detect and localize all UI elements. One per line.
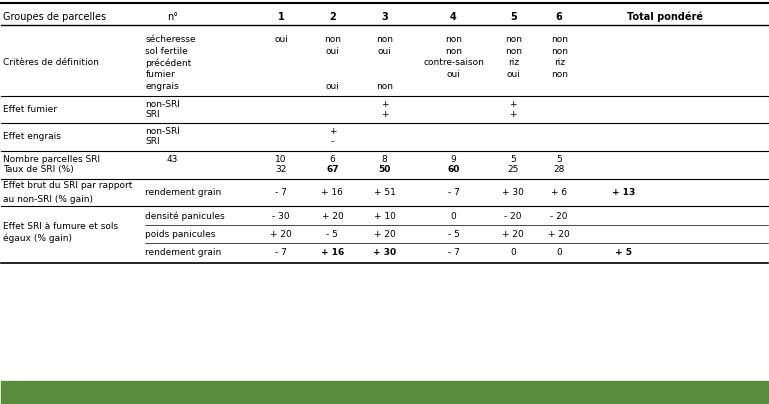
Text: Critères de définition: Critères de définition [3, 58, 98, 67]
Text: précédent: précédent [145, 58, 191, 67]
Text: densité panicules: densité panicules [145, 211, 225, 221]
Text: Effet engrais: Effet engrais [3, 132, 61, 141]
Text: 0: 0 [511, 248, 516, 257]
Text: non: non [504, 46, 521, 56]
Text: 0: 0 [451, 212, 456, 221]
Text: non-SRI: non-SRI [145, 127, 180, 136]
Text: + 16: + 16 [321, 248, 344, 257]
Text: non: non [445, 46, 462, 56]
Text: Effet fumier: Effet fumier [3, 105, 57, 114]
Text: SRI: SRI [145, 137, 160, 146]
Text: oui: oui [447, 70, 461, 79]
Text: +: + [510, 110, 517, 119]
Text: + 30: + 30 [373, 248, 396, 257]
Text: sol fertile: sol fertile [145, 46, 188, 56]
Text: 4: 4 [450, 12, 457, 22]
Text: poids panicules: poids panicules [145, 229, 216, 239]
Text: 9: 9 [451, 155, 456, 164]
Text: non: non [376, 82, 393, 90]
Text: non: non [551, 46, 568, 56]
Text: 3: 3 [381, 12, 388, 22]
Text: - 5: - 5 [327, 229, 338, 239]
Text: + 51: + 51 [374, 188, 395, 197]
Text: 2: 2 [329, 12, 336, 22]
Text: Effet SRI à fumure et sols: Effet SRI à fumure et sols [3, 222, 118, 231]
Text: oui: oui [274, 35, 288, 44]
Text: 43: 43 [167, 155, 178, 164]
Text: + 16: + 16 [321, 188, 343, 197]
Text: Total pondéré: Total pondéré [628, 11, 704, 22]
Text: 28: 28 [554, 165, 565, 174]
Text: riz: riz [508, 58, 519, 67]
Text: non: non [551, 70, 568, 79]
Text: 0: 0 [556, 248, 562, 257]
Text: 1: 1 [278, 12, 285, 22]
Text: - 30: - 30 [272, 212, 290, 221]
Text: Groupes de parcelles: Groupes de parcelles [3, 12, 106, 22]
Text: +: + [510, 100, 517, 109]
Text: - 20: - 20 [504, 212, 522, 221]
Text: Taux de SRI (%): Taux de SRI (%) [3, 165, 74, 174]
Text: non: non [324, 35, 341, 44]
Text: + 5: + 5 [615, 248, 632, 257]
Text: contre-saison: contre-saison [423, 58, 484, 67]
Text: non: non [504, 35, 521, 44]
Text: au non-SRI (% gain): au non-SRI (% gain) [3, 195, 93, 204]
Text: - 7: - 7 [275, 248, 287, 257]
Text: - 7: - 7 [275, 188, 287, 197]
Text: non: non [376, 35, 393, 44]
Text: + 20: + 20 [270, 229, 292, 239]
Text: + 30: + 30 [502, 188, 524, 197]
Text: n°: n° [167, 12, 178, 22]
Text: non-SRI: non-SRI [145, 100, 180, 109]
Text: - 7: - 7 [448, 248, 459, 257]
Text: Nombre parcelles SRI: Nombre parcelles SRI [3, 155, 100, 164]
Text: + 20: + 20 [502, 229, 524, 239]
Bar [2, 381, 767, 403]
Text: 8: 8 [381, 155, 388, 164]
Text: 50: 50 [378, 165, 391, 174]
Text: non: non [551, 35, 568, 44]
Text: oui: oui [506, 70, 520, 79]
Text: engrais: engrais [145, 82, 179, 90]
Text: sécheresse: sécheresse [145, 35, 196, 44]
Text: 60: 60 [448, 165, 460, 174]
Text: + 20: + 20 [321, 212, 343, 221]
Text: 32: 32 [275, 165, 287, 174]
Text: rendement grain: rendement grain [145, 248, 221, 257]
Text: 5: 5 [556, 155, 562, 164]
Text: +: + [328, 127, 336, 136]
Text: oui: oui [325, 46, 339, 56]
Text: égaux (% gain): égaux (% gain) [3, 234, 72, 243]
Text: 5: 5 [510, 12, 517, 22]
Text: SRI: SRI [145, 110, 160, 119]
Text: fumier: fumier [145, 70, 175, 79]
Text: riz: riz [554, 58, 564, 67]
Text: rendement grain: rendement grain [145, 188, 221, 197]
Text: 6: 6 [330, 155, 335, 164]
Text: + 13: + 13 [612, 188, 635, 197]
Text: 10: 10 [275, 155, 287, 164]
Text: 6: 6 [556, 12, 563, 22]
Text: - 20: - 20 [551, 212, 568, 221]
Text: 5: 5 [511, 155, 516, 164]
Text: non: non [445, 35, 462, 44]
Text: +: + [381, 100, 388, 109]
Text: + 6: + 6 [551, 188, 568, 197]
Text: 67: 67 [326, 165, 338, 174]
Text: 25: 25 [508, 165, 519, 174]
Text: + 20: + 20 [374, 229, 395, 239]
Text: -: - [331, 137, 334, 146]
Text: + 10: + 10 [374, 212, 395, 221]
Text: - 5: - 5 [448, 229, 459, 239]
Text: oui: oui [325, 82, 339, 90]
Text: Effet brut du SRI par rapport: Effet brut du SRI par rapport [3, 181, 132, 190]
Text: +: + [381, 110, 388, 119]
Text: + 20: + 20 [548, 229, 570, 239]
Text: oui: oui [378, 46, 391, 56]
Text: - 7: - 7 [448, 188, 459, 197]
